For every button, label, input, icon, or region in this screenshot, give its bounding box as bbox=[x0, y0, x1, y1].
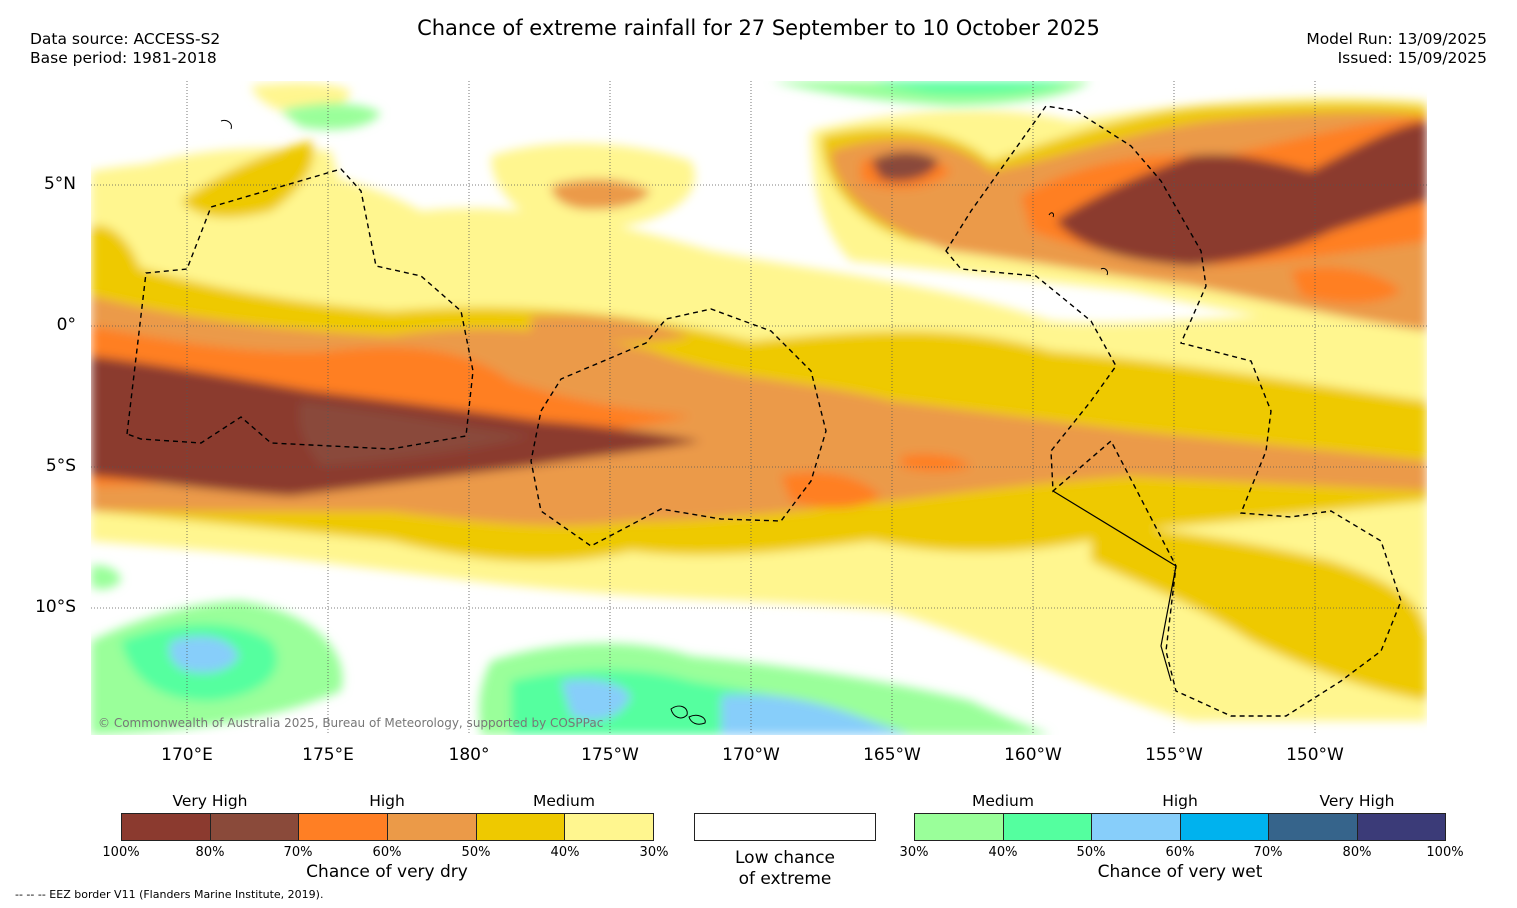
wet-tick-40: 40% bbox=[988, 845, 1018, 860]
lon-label-155w: 155°W bbox=[1145, 745, 1203, 765]
wet-swatch-4 bbox=[1180, 814, 1269, 840]
wet-tick-100: 100% bbox=[1426, 845, 1464, 860]
dry-tick-80: 80% bbox=[195, 845, 225, 860]
wet-tick-60: 60% bbox=[1165, 845, 1195, 860]
dry-legend-label: Chance of very dry bbox=[306, 862, 468, 882]
wet-swatch-2 bbox=[1003, 814, 1092, 840]
dry-swatch-2 bbox=[210, 814, 300, 840]
lat-label-equator: 0° bbox=[56, 315, 76, 335]
low-chance-label: Low chance of extreme bbox=[694, 848, 876, 890]
model-run: Model Run: 13/09/2025 bbox=[1306, 30, 1487, 48]
islands bbox=[220, 120, 1108, 725]
copyright-notice: © Commonwealth of Australia 2025, Bureau… bbox=[98, 716, 604, 730]
solid-border bbox=[1052, 490, 1177, 682]
wet-tick-50: 50% bbox=[1076, 845, 1106, 860]
wet-medium-label: Medium bbox=[972, 792, 1034, 810]
lon-label-175w: 175°W bbox=[581, 745, 639, 765]
dry-anomaly-fields bbox=[91, 82, 1427, 722]
dry-swatch-4 bbox=[388, 814, 477, 840]
dry-tick-100: 100% bbox=[102, 845, 140, 860]
dry-swatch-3 bbox=[299, 814, 389, 840]
wet-very-high-label: Very High bbox=[1319, 792, 1395, 810]
dry-tick-50: 50% bbox=[461, 845, 491, 860]
run-info: Model Run: 13/09/2025 Issued: 15/09/2025 bbox=[1306, 30, 1487, 68]
dry-swatch-6 bbox=[565, 814, 654, 840]
wet-swatch-1 bbox=[915, 814, 1004, 840]
wet-swatch-5 bbox=[1269, 814, 1358, 840]
source-info: Data source: ACCESS-S2 Base period: 1981… bbox=[30, 30, 220, 68]
dry-tick-60: 60% bbox=[372, 845, 402, 860]
low-chance-swatch bbox=[694, 813, 876, 841]
rainfall-map bbox=[91, 81, 1427, 735]
lat-label-5s: 5°S bbox=[45, 456, 76, 476]
dry-very-high-label: Very High bbox=[172, 792, 248, 810]
wet-tick-70: 70% bbox=[1253, 845, 1283, 860]
dry-swatch-1 bbox=[122, 814, 211, 840]
lat-label-10s: 10°S bbox=[35, 597, 76, 617]
wet-tick-30: 30% bbox=[899, 845, 929, 860]
wet-swatch-3 bbox=[1092, 814, 1181, 840]
lon-label-180: 180° bbox=[448, 745, 490, 765]
wet-swatch-6 bbox=[1357, 814, 1445, 840]
wet-high-label: High bbox=[1162, 792, 1198, 810]
dry-tick-30: 30% bbox=[639, 845, 669, 860]
base-period: Base period: 1981-2018 bbox=[30, 49, 217, 67]
lon-label-170w: 170°W bbox=[722, 745, 780, 765]
graticule bbox=[91, 81, 1427, 735]
issued-date: Issued: 15/09/2025 bbox=[1337, 49, 1487, 67]
dry-colorbar bbox=[121, 813, 654, 841]
lat-label-5n: 5°N bbox=[43, 174, 76, 194]
eez-border-note: -- -- -- EEZ border V11 (Flanders Marine… bbox=[15, 888, 324, 901]
low-chance-line2: of extreme bbox=[738, 869, 832, 889]
lon-label-170e: 170°E bbox=[161, 745, 213, 765]
lon-label-175e: 175°E bbox=[302, 745, 354, 765]
eez-borders bbox=[126, 105, 1402, 717]
wet-anomaly-fields bbox=[91, 81, 1091, 735]
lon-label-150w: 150°W bbox=[1286, 745, 1344, 765]
data-source: Data source: ACCESS-S2 bbox=[30, 30, 221, 48]
low-chance-line1: Low chance bbox=[735, 848, 835, 868]
dry-tick-70: 70% bbox=[283, 845, 313, 860]
dry-swatch-5 bbox=[476, 814, 566, 840]
lon-label-165w: 165°W bbox=[863, 745, 921, 765]
wet-colorbar bbox=[914, 813, 1446, 841]
map-title: Chance of extreme rainfall for 27 Septem… bbox=[417, 16, 1100, 40]
wet-legend-label: Chance of very wet bbox=[1097, 862, 1263, 882]
dry-medium-label: Medium bbox=[533, 792, 595, 810]
lon-label-160w: 160°W bbox=[1004, 745, 1062, 765]
wet-tick-80: 80% bbox=[1342, 845, 1372, 860]
dry-tick-40: 40% bbox=[550, 845, 580, 860]
dry-high-label: High bbox=[369, 792, 405, 810]
